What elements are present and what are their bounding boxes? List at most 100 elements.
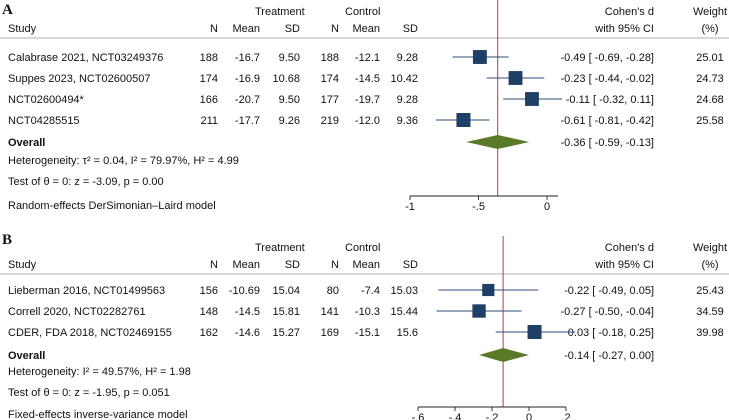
- panel-a-study-2-marker: [508, 71, 523, 85]
- panel-b-study-1-treatment-mean: -10.69: [229, 285, 260, 297]
- panel-a-x-tick-label-3: 0: [544, 201, 550, 213]
- panel-b-label: B: [2, 232, 12, 248]
- panel-a-study-2-treatment-n: 174: [200, 73, 218, 85]
- panel-b-header-control-mean: Mean: [352, 259, 380, 271]
- panel-a-header-treatment-n: N: [210, 23, 218, 35]
- panel-a-study-4-ci-text: -0.61 [ -0.81, -0.42]: [560, 115, 654, 127]
- panel-a-study-4-control-sd: 9.36: [397, 115, 418, 127]
- panel-a-study-4-control-mean: -12.0: [355, 115, 380, 127]
- panel-a-study-4-control-n: 219: [321, 115, 339, 127]
- panel-a-study-2-weight: 24.73: [696, 73, 724, 85]
- panel-b-header-treatment-n: N: [210, 259, 218, 271]
- panel-a-study-2-control-n: 174: [321, 73, 339, 85]
- panel-a-study-3-ci-text: -0.11 [ -0.32, 0.11]: [566, 94, 654, 106]
- panel-b-study-1-weight: 25.43: [696, 285, 724, 297]
- panel-a-study-4-treatment-n: 211: [200, 115, 218, 127]
- panel-b-study-3-treatment-sd: 15.27: [272, 327, 300, 339]
- panel-a-header-study: Study: [8, 23, 37, 35]
- panel-b-study-2-name: Correll 2020, NCT02282761: [8, 306, 146, 318]
- panel-b-study-3-ci-text: 0.03 [ -0.18, 0.25]: [568, 327, 654, 339]
- panel-a-header-weight: Weight: [693, 6, 727, 18]
- panel-a-study-1-ci-text: -0.49 [ -0.69, -0.28]: [560, 52, 654, 64]
- panel-b-x-tick-label-4: 0: [526, 412, 532, 420]
- panel-a-x-tick-label-2: -.5: [472, 201, 485, 213]
- panel-b-study-1-control-mean: -7.4: [361, 285, 380, 297]
- panel-a-study-3-treatment-sd: 9.50: [279, 94, 300, 106]
- panel-a-study-3-control-n: 177: [321, 94, 339, 106]
- panel-b-study-3-control-mean: -15.1: [355, 327, 380, 339]
- panel-a-model: Random-effects DerSimonian–Laird model: [8, 200, 216, 212]
- panel-a-study-4-marker: [456, 113, 471, 127]
- panel-a-header-treatment: Treatment: [255, 6, 305, 18]
- panel-b-study-2-treatment-sd: 15.81: [272, 306, 300, 318]
- panel-b-study-1-control-n: 80: [327, 285, 339, 297]
- panel-a-study-1-weight: 25.01: [696, 52, 724, 64]
- panel-a-header-weight-unit: (%): [701, 23, 718, 35]
- panel-b-study-2-control-n: 141: [321, 306, 339, 318]
- panel-b-header-treatment-mean: Mean: [232, 259, 260, 271]
- panel-b-study-2-treatment-mean: -14.5: [235, 306, 260, 318]
- panel-b-study-1-treatment-sd: 15.04: [272, 285, 300, 297]
- panel-a-study-2-name: Suppes 2023, NCT02600507: [8, 73, 151, 85]
- panel-b-study-3-control-n: 169: [321, 327, 339, 339]
- panel-a-study-3-control-sd: 9.28: [397, 94, 418, 106]
- panel-b-study-2-control-mean: -10.3: [355, 306, 380, 318]
- panel-a-header-ci: with 95% CI: [594, 23, 654, 35]
- panel-b-study-2-marker: [472, 304, 486, 318]
- panel-b-model: Fixed-effects inverse-variance model: [8, 409, 188, 420]
- panel-a-study-1-control-mean: -12.1: [355, 52, 380, 64]
- panel-a-overall-diamond: [466, 135, 530, 149]
- panel-b-study-3-treatment-mean: -14.6: [235, 327, 260, 339]
- panel-b-study-1-treatment-n: 156: [200, 285, 218, 297]
- panel-b-study-3-weight: 39.98: [696, 327, 724, 339]
- panel-b-x-tick-label-3: -.2: [486, 412, 499, 420]
- panel-b-header-study: Study: [8, 259, 37, 271]
- panel-a-header-control-n: N: [331, 23, 339, 35]
- panel-b-study-1-marker: [482, 283, 495, 297]
- panel-b-header-control-sd: SD: [403, 259, 418, 271]
- panel-a-study-3-treatment-mean: -20.7: [235, 94, 260, 106]
- panel-b-study-2-weight: 34.59: [696, 306, 724, 318]
- panel-a-study-2-treatment-mean: -16.9: [235, 73, 260, 85]
- panel-b-header-effect: Cohen's d: [605, 242, 654, 254]
- panel-a-study-4-name: NCT04285515: [8, 115, 80, 127]
- panel-b-heterogeneity: Heterogeneity: I² = 49.57%, H² = 1.98: [8, 366, 191, 378]
- panel-b-x-tick-label-1: -.6: [412, 412, 425, 420]
- panel-a-study-1-marker: [472, 50, 487, 64]
- panel-a-header-control-mean: Mean: [352, 23, 380, 35]
- panel-b-header-weight-unit: (%): [701, 259, 718, 271]
- panel-a-heterogeneity: Heterogeneity: τ² = 0.04, I² = 79.97%, H…: [8, 155, 239, 167]
- panel-b-study-3-control-sd: 15.6: [397, 327, 418, 339]
- panel-a-study-2-ci-text: -0.23 [ -0.44, -0.02]: [560, 73, 654, 85]
- panel-b-header-treatment-sd: SD: [285, 259, 300, 271]
- panel-b-study-1-control-sd: 15.03: [390, 285, 418, 297]
- panel-a-study-1-control-n: 188: [321, 52, 339, 64]
- panel-b-test: Test of θ = 0: z = -1.95, p = 0.051: [8, 387, 170, 399]
- panel-a-study-3-weight: 24.68: [696, 94, 724, 106]
- panel-b-overall-ci-text: -0.14 [ -0.27, 0.00]: [564, 350, 654, 362]
- panel-a-study-1-name: Calabrase 2021, NCT03249376: [8, 52, 163, 64]
- panel-b-study-2-control-sd: 15.44: [390, 306, 418, 318]
- panel-b-study-3-treatment-n: 162: [200, 327, 218, 339]
- panel-b-study-3-marker: [527, 325, 542, 339]
- panel-b-study-3-name: CDER, FDA 2018, NCT02469155: [8, 327, 172, 339]
- panel-b-study-2-treatment-n: 148: [200, 306, 218, 318]
- panel-a-study-4-treatment-mean: -17.7: [235, 115, 260, 127]
- panel-a-x-tick-label-1: -1: [405, 201, 415, 213]
- panel-b-study-1-name: Lieberman 2016, NCT01499563: [8, 285, 165, 297]
- panel-a-study-3-treatment-n: 166: [200, 94, 218, 106]
- panel-b-x-tick-label-5: .2: [561, 412, 570, 420]
- panel-a-study-2-control-mean: -14.5: [355, 73, 380, 85]
- panel-a-study-4-treatment-sd: 9.26: [279, 115, 300, 127]
- panel-b-header-weight: Weight: [693, 242, 727, 254]
- panel-b-overall-diamond: [479, 348, 529, 362]
- panel-a-study-2-control-sd: 10.42: [390, 73, 418, 85]
- panel-a-study-1-treatment-n: 188: [200, 52, 218, 64]
- panel-a-study-1-treatment-mean: -16.7: [235, 52, 260, 64]
- panel-a-overall-ci-text: -0.36 [ -0.59, -0.13]: [560, 137, 654, 149]
- panel-a-study-3-name: NCT02600494*: [8, 94, 85, 106]
- panel-a-header-treatment-mean: Mean: [232, 23, 260, 35]
- panel-a-header-control: Control: [345, 6, 380, 18]
- panel-a-header-treatment-sd: SD: [285, 23, 300, 35]
- panel-b-header-treatment: Treatment: [255, 242, 305, 254]
